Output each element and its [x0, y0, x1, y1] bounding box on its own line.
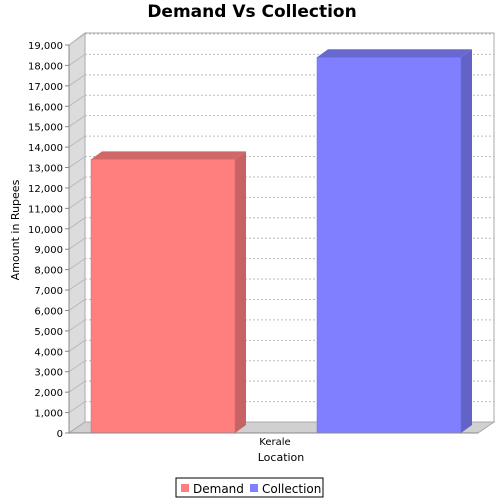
wall-gridline [68, 299, 86, 311]
left-wall [68, 32, 86, 434]
y-axis-label: Amount in Rupees [9, 179, 22, 280]
wall-gridline [68, 33, 86, 46]
y-tick-label: 7,000 [34, 286, 63, 297]
y-tick-label: 5,000 [34, 327, 63, 338]
wall-gridline [68, 258, 86, 271]
y-tick-label: 15,000 [28, 123, 63, 134]
legend-swatch-collection [250, 484, 258, 492]
y-tick-label: 14,000 [28, 143, 63, 154]
chart-title: Demand Vs Collection [147, 2, 356, 22]
legend-label-demand: Demand [193, 482, 244, 496]
bar-front-collection [316, 57, 462, 434]
wall-gridline [68, 74, 86, 87]
y-tick-label: 11,000 [28, 204, 63, 215]
wall-gridline [68, 115, 86, 128]
bar-top-demand [91, 151, 246, 160]
bar-side-demand [235, 151, 246, 433]
wall-gridline [68, 54, 86, 66]
wall-gridline [68, 94, 86, 107]
bar-demand [90, 151, 246, 434]
wall-gridline [68, 237, 86, 250]
wall-gridline [68, 176, 86, 189]
y-tick-label: 12,000 [28, 184, 63, 195]
legend-swatch-demand [181, 484, 189, 492]
y-axis-ticks: 0 1,000 2,000 3,000 4,000 5,000 6,000 7,000 8,00… [28, 41, 69, 440]
y-tick-label: 8,000 [34, 266, 63, 277]
y-tick-label: 3,000 [34, 368, 63, 379]
bar-collection [316, 49, 472, 434]
y-tick-label: 4,000 [34, 347, 63, 358]
y-tick-label: 2,000 [34, 388, 63, 399]
y-tick-label: 10,000 [28, 225, 63, 236]
wall-gridline [68, 278, 86, 291]
y-tick-label: 17,000 [28, 82, 63, 93]
wall-gridline [68, 401, 86, 413]
wall-gridline [68, 339, 86, 352]
wall-gridline [68, 360, 86, 373]
wall-gridline [68, 380, 86, 393]
legend-label-collection: Collection [262, 482, 321, 496]
y-tick-label: 16,000 [28, 102, 63, 113]
y-tick-label: 0 [57, 429, 63, 440]
x-tick-label: Kerale [259, 437, 290, 448]
y-tick-label: 1,000 [34, 409, 63, 420]
y-tick-label: 13,000 [28, 164, 63, 175]
wall-gridline [68, 217, 86, 230]
x-axis-label: Location [258, 451, 305, 464]
bar-top-collection [317, 49, 472, 58]
bar-side-collection [461, 49, 472, 434]
wall-gridline [68, 156, 86, 168]
bar-front-demand [90, 159, 236, 434]
wall-gridline [68, 319, 86, 332]
bars [90, 49, 472, 434]
y-tick-label: 9,000 [34, 245, 63, 256]
legend: Demand Collection [175, 477, 324, 498]
legend-box [175, 477, 324, 498]
wall-gridline [68, 135, 86, 148]
y-tick-label: 6,000 [34, 306, 63, 317]
wall-gridline [68, 196, 86, 209]
y-tick-label: 18,000 [28, 61, 63, 72]
y-tick-label: 19,000 [28, 41, 63, 52]
